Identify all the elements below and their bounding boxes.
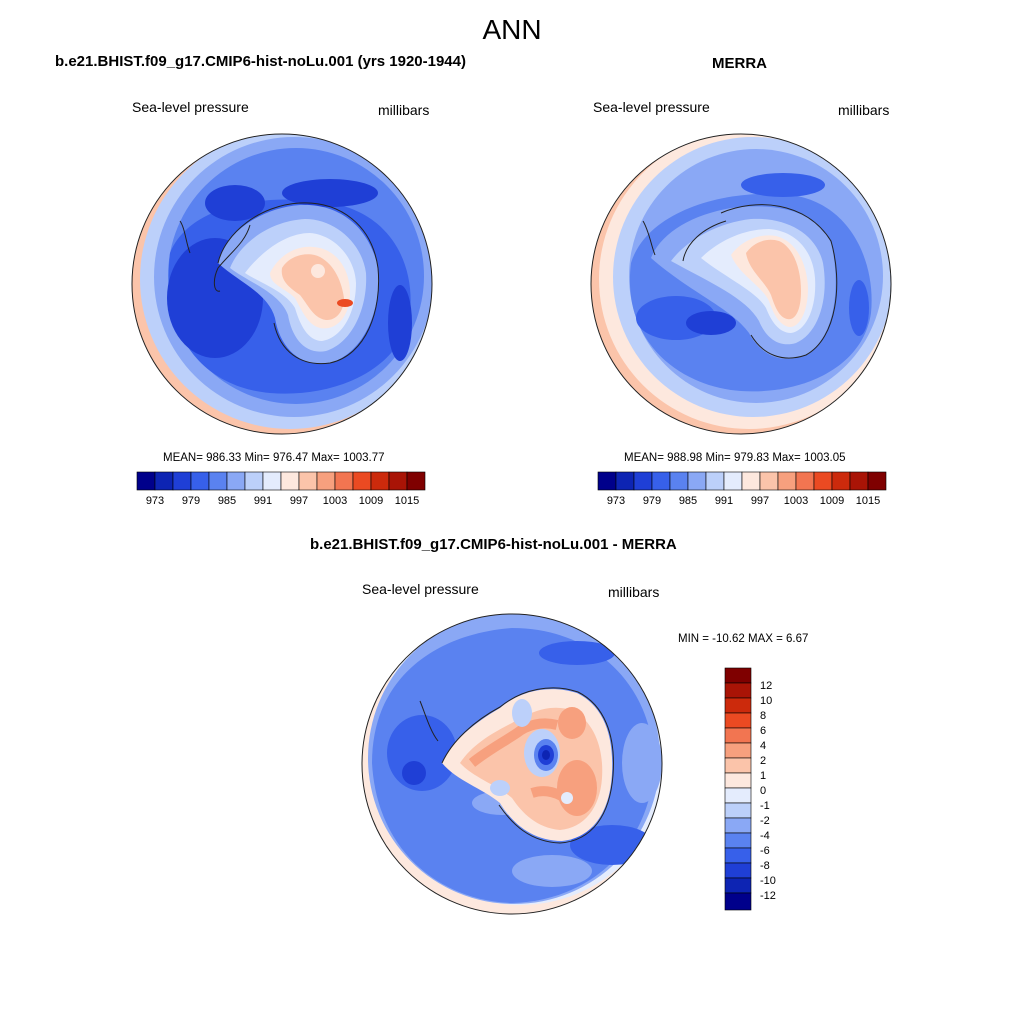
model-field-label: Sea-level pressure xyxy=(132,99,249,115)
merra-colorbar-label: 997 xyxy=(750,495,770,507)
model-colorbar-label: 1015 xyxy=(394,495,420,507)
difference-minmax-label: MIN = -10.62 MAX = 6.67 xyxy=(678,633,809,645)
difference-units-label: millibars xyxy=(608,584,660,600)
difference-panel-title: b.e21.BHIST.f09_g17.CMIP6-hist-noLu.001 … xyxy=(310,536,677,553)
merra-colorbar-label: 1003 xyxy=(783,495,809,507)
difference-colorbar-label: 8 xyxy=(760,710,767,722)
merra-field-label: Sea-level pressure xyxy=(593,99,710,115)
difference-colorbar-label: 12 xyxy=(760,680,773,692)
model-colorbar-label: 997 xyxy=(289,495,309,507)
difference-colorbar xyxy=(724,667,752,911)
merra-polar-map xyxy=(590,133,892,435)
merra-colorbar-label: 973 xyxy=(606,495,626,507)
difference-colorbar-label: 1 xyxy=(760,770,767,782)
difference-colorbar-label: -6 xyxy=(760,845,770,857)
difference-colorbar-label: -2 xyxy=(760,815,770,827)
merra-stats-label: MEAN= 988.98 Min= 979.83 Max= 1003.05 xyxy=(624,452,846,464)
merra-colorbar xyxy=(597,471,887,491)
difference-colorbar-label: 0 xyxy=(760,785,767,797)
merra-colorbar-label: 1009 xyxy=(819,495,845,507)
difference-colorbar-label: -10 xyxy=(760,875,776,887)
merra-units-label: millibars xyxy=(838,102,890,118)
model-stats-label: MEAN= 986.33 Min= 976.47 Max= 1003.77 xyxy=(163,452,385,464)
difference-colorbar-label: 4 xyxy=(760,740,767,752)
difference-field-label: Sea-level pressure xyxy=(362,581,479,597)
model-colorbar xyxy=(136,471,426,491)
merra-colorbar-label: 985 xyxy=(678,495,698,507)
difference-colorbar-label: 2 xyxy=(760,755,767,767)
merra-panel-title: MERRA xyxy=(712,55,767,72)
difference-colorbar-label: -8 xyxy=(760,860,770,872)
difference-colorbar-label: -1 xyxy=(760,800,770,812)
model-colorbar-label: 985 xyxy=(217,495,237,507)
model-panel-title: b.e21.BHIST.f09_g17.CMIP6-hist-noLu.001 … xyxy=(55,53,466,70)
difference-polar-map xyxy=(361,613,663,915)
model-units-label: millibars xyxy=(378,102,430,118)
merra-colorbar-label: 979 xyxy=(642,495,662,507)
model-colorbar-label: 979 xyxy=(181,495,201,507)
merra-colorbar-label: 1015 xyxy=(855,495,881,507)
model-colorbar-label: 1009 xyxy=(358,495,384,507)
season-title: ANN xyxy=(482,14,542,45)
difference-colorbar-label: 6 xyxy=(760,725,767,737)
merra-colorbar-label: 991 xyxy=(714,495,734,507)
model-colorbar-label: 991 xyxy=(253,495,273,507)
model-colorbar-label: 973 xyxy=(145,495,165,507)
difference-colorbar-label: 10 xyxy=(760,695,773,707)
difference-colorbar-label: -4 xyxy=(760,830,770,842)
model-colorbar-label: 1003 xyxy=(322,495,348,507)
difference-colorbar-label: -12 xyxy=(760,890,776,902)
model-polar-map xyxy=(131,133,433,435)
